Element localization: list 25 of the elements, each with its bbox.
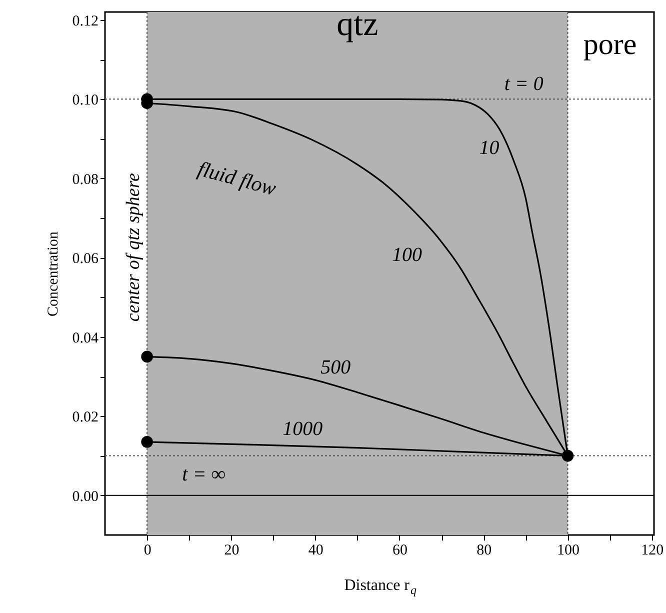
ref-line-label: t = ∞ <box>182 463 226 486</box>
x-tick-label: 60 <box>392 542 408 558</box>
y-tick-label: 0.02 <box>72 410 98 426</box>
x-tick-label: 0 <box>144 542 152 558</box>
series-label: 100 <box>392 244 422 266</box>
annotation: fluid flow <box>195 156 279 200</box>
ref-line-label: t = 0 <box>504 73 544 96</box>
series-label: 1000 <box>282 418 323 440</box>
series-label: 10 <box>479 136 500 159</box>
y-axis-title: Concentration <box>45 231 62 316</box>
x-tick-label: 80 <box>476 542 492 558</box>
band-label: qtz <box>336 6 378 43</box>
series-label: 500 <box>320 356 351 379</box>
annotation: pore <box>583 28 637 61</box>
ref-line-label: center of qtz sphere <box>123 173 144 322</box>
y-tick-label: 0.10 <box>72 92 98 109</box>
y-tick-label: 0.04 <box>72 330 99 346</box>
y-tick-label: 0.12 <box>72 13 98 30</box>
x-tick-label: 20 <box>224 542 240 558</box>
x-tick-label: 100 <box>557 542 580 558</box>
x-tick-label: 120 <box>641 542 664 558</box>
y-tick-label: 0.00 <box>72 488 98 505</box>
y-tick-label: 0.08 <box>72 172 98 188</box>
y-tick-label: 0.06 <box>72 251 99 268</box>
x-tick-label: 40 <box>308 542 324 558</box>
